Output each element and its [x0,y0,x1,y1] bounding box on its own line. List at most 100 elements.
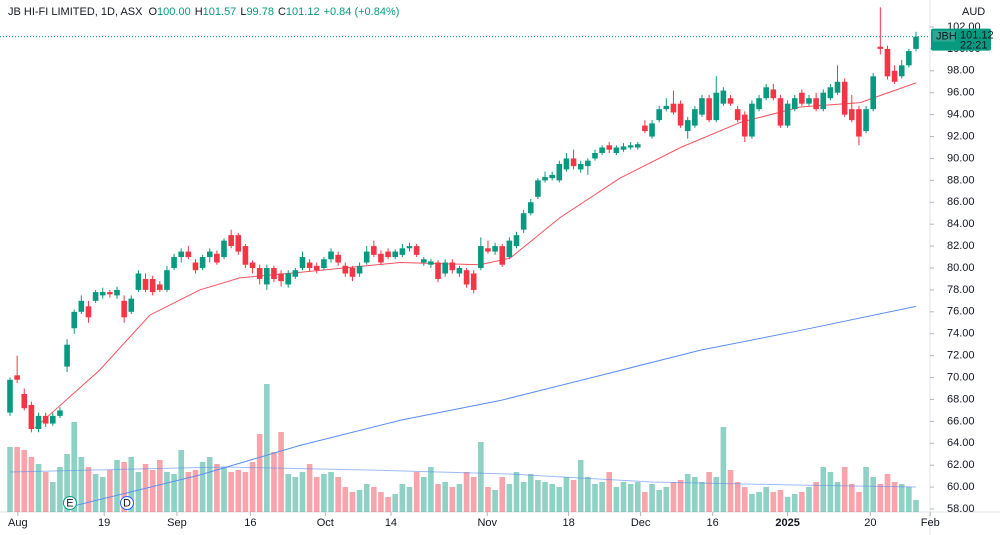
volume-bar [749,494,755,512]
price-tag-time: 22:21 [960,40,988,52]
volume-bar [157,460,163,512]
volume-bar [78,457,85,512]
candle-body [285,273,292,285]
volume-bar [264,384,270,512]
moving-average [34,82,917,429]
candle-body [463,270,470,285]
volume-bar [271,452,277,512]
y-tick-label: 64.00 [947,437,975,449]
candle-body [321,259,327,268]
volume-bar [35,464,42,512]
volume-bar [214,464,220,512]
volume-bar [535,480,541,512]
event-label: E [66,497,73,509]
candle-body [527,202,534,214]
candle-body [799,92,805,104]
volume-bar [42,472,49,512]
volume-bar [684,474,691,512]
event-label: D [123,497,131,509]
volume-bar [185,472,192,512]
candle-body [677,103,684,126]
candle-body [542,177,548,181]
volume-bar [292,477,299,512]
candle-body [7,379,13,413]
candle-body [420,259,427,263]
candle-body [449,262,456,271]
volume-bar [784,497,791,512]
x-tick-label: 18 [562,517,574,529]
volume-bar [128,457,135,512]
volume-bar [221,467,227,512]
candle-body [428,261,434,265]
candle-body [620,146,627,150]
candle-body [99,292,106,296]
volume-bar [449,487,456,512]
candle-body [199,257,206,268]
candle-body [164,270,170,290]
volume-bar [599,482,605,512]
candle-body [535,180,541,197]
candle-body [841,81,848,115]
candle-body [313,265,320,271]
y-tick-label: 68.00 [947,393,975,405]
volume-bar [99,477,106,512]
candle-body [57,410,63,416]
title: JB HI-FI LIMITED, 1D, ASX [8,6,143,18]
candle-body [713,92,720,121]
x-tick-label: 20 [864,517,876,529]
volume-bar [135,472,142,512]
volume-bar [206,457,213,512]
candle-body [28,404,35,430]
legend-key: L [240,6,246,18]
candle-body [827,87,834,99]
candle-body [906,51,912,66]
candle-body [499,246,506,265]
volume-bar [741,487,748,512]
volume-bar [356,490,363,512]
candle-body [470,273,477,290]
event-marker [62,496,77,510]
candle-body [692,109,698,126]
candle-body [185,251,192,258]
volume-bar [249,462,256,512]
candle-body [435,262,441,279]
candle-body [627,145,634,148]
y-tick-label: 98.00 [947,65,975,77]
candle-body [898,65,905,77]
candle-body [249,262,256,268]
volume-bar [513,472,520,512]
candle-body [356,265,363,274]
volume-bar [114,460,120,512]
volume-bar [335,477,341,512]
candle-body [107,292,113,295]
moving-average [69,305,917,508]
volume-bar [770,492,777,512]
candle-body [335,254,341,263]
candle-body [21,393,28,409]
x-tick-label: Dec [631,517,651,529]
y-tick-label: 90.00 [947,152,975,164]
volume-bar [71,422,78,512]
volume-bar [813,482,819,512]
volume-bar [870,477,876,512]
volume-bar [285,474,292,512]
legend-value: 101.57 [203,6,237,18]
legend-key: H [195,6,203,18]
candle-body [399,248,406,255]
volume-bar [727,470,734,512]
candle-body [342,265,349,274]
candle-body [856,109,862,137]
x-tick-label: Feb [921,517,940,529]
candle-body [577,163,584,170]
legend-value: 101.12 [286,6,320,18]
candle-body [913,36,919,49]
candle-body [770,89,777,99]
candle-body [135,273,142,290]
x-tick-label: Aug [8,517,28,529]
y-tick-label: 82.00 [947,240,975,252]
y-tick-label: 78.00 [947,284,975,296]
symbol-tag: JBH [936,31,957,43]
candle-body [192,262,199,271]
volume-bar [7,447,13,512]
volume-bar [692,477,698,512]
